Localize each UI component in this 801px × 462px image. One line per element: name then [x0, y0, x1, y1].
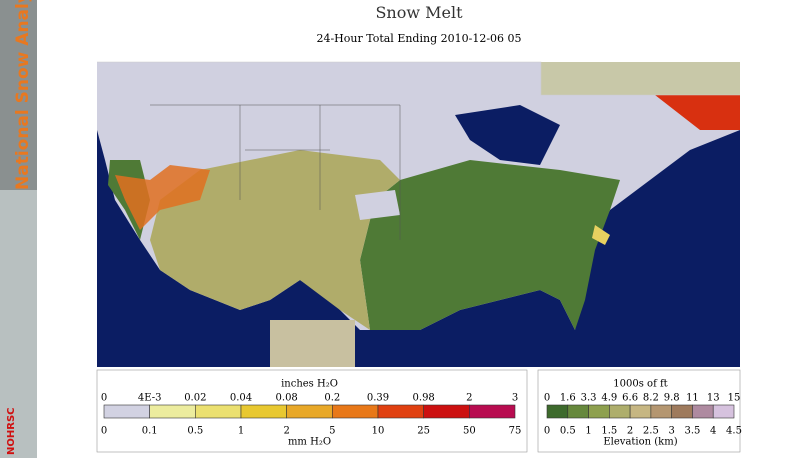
legend-label: 4.5 — [726, 426, 742, 437]
legend-label: 0.1 — [142, 426, 158, 437]
legend-label: 4E-3 — [138, 393, 162, 404]
legend-label: 11 — [686, 393, 699, 404]
legend-swatch — [546, 404, 569, 419]
legend-swatch — [650, 404, 672, 419]
legend-frame — [537, 369, 741, 453]
legend-label: 75 — [509, 426, 522, 437]
legend-swatch — [469, 404, 516, 419]
banner-title: National Snow Analysis 2010-2011 — [13, 0, 33, 190]
legend-label: 3 — [512, 393, 518, 404]
legend-label: 0.2 — [324, 393, 340, 404]
legend-label: 10 — [372, 426, 385, 437]
legends: inches H₂O mm H₂O 0 4E-3 0.02 0.04 0.08 0.2 0.39… — [96, 369, 742, 453]
subtitle: 24-Hour Total Ending 2010-12-06 05 — [316, 32, 521, 45]
legend-label: 2.5 — [643, 426, 659, 437]
legend-label: 2 — [627, 426, 633, 437]
legend-swatch — [286, 404, 333, 419]
legend-label: 0 — [544, 426, 550, 437]
legend-label: 0.98 — [413, 393, 435, 404]
legend-label: 0.5 — [187, 426, 203, 437]
legend-label: 0 — [544, 393, 550, 404]
legend-label: 1.6 — [560, 393, 576, 404]
legend-swatch — [195, 404, 242, 419]
legend-label: 0.02 — [184, 393, 206, 404]
legend-swatch — [332, 404, 379, 419]
legend-swatch — [629, 404, 652, 419]
legend-label: 4 — [710, 426, 716, 437]
legend-swatch — [712, 404, 735, 419]
legend-swatch — [149, 404, 196, 419]
legend-label: 9.8 — [664, 393, 680, 404]
map — [97, 61, 740, 367]
banner-logo: NOHRSC — [6, 408, 17, 455]
legend-swatch — [588, 404, 610, 419]
legend-label: 2 — [283, 426, 289, 437]
legend-swatch — [671, 404, 693, 419]
legend-title: mm H₂O — [288, 437, 331, 448]
legend-label: 8.2 — [643, 393, 659, 404]
legend-label: 5 — [329, 426, 335, 437]
legend-label: 0 — [101, 426, 107, 437]
legend-label: 50 — [463, 426, 476, 437]
legend-label: 3 — [668, 426, 674, 437]
legend-label: 25 — [417, 426, 430, 437]
legend-swatch — [567, 404, 589, 419]
legend-label: 0.39 — [367, 393, 389, 404]
legend-swatch — [609, 404, 631, 419]
banner-photo — [0, 190, 37, 458]
legend-label: 2 — [466, 393, 472, 404]
legend-title: inches H₂O — [281, 379, 338, 390]
legend-frame — [96, 369, 528, 453]
title: Snow Melt — [375, 3, 463, 22]
legend-title: Elevation (km) — [603, 437, 677, 448]
legend-label: 0.08 — [276, 393, 298, 404]
legend-swatch — [692, 404, 714, 419]
legend-title: 1000s of ft — [613, 379, 667, 390]
legend-swatch — [240, 404, 287, 419]
legend-label: 3.5 — [684, 426, 700, 437]
legend-label: 4.9 — [601, 393, 617, 404]
legend-label: 1 — [238, 426, 244, 437]
legend-swatch — [423, 404, 470, 419]
legend-label: 0.5 — [560, 426, 576, 437]
legend-label: 6.6 — [622, 393, 638, 404]
legend-label: 1.5 — [601, 426, 617, 437]
legend-label: 0.04 — [230, 393, 252, 404]
legend-label: 15 — [728, 393, 741, 404]
legend-label: 13 — [707, 393, 720, 404]
legend-swatch — [103, 404, 150, 419]
legend-label: 0 — [101, 393, 107, 404]
legend-swatch — [377, 404, 424, 419]
legend-label: 1 — [585, 426, 591, 437]
legend-label: 3.3 — [581, 393, 597, 404]
